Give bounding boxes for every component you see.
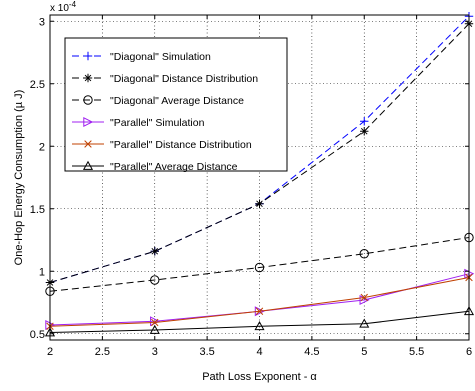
series-5-point — [255, 307, 264, 315]
legend-marker-1 — [83, 51, 93, 61]
x-tick-label: 3.5 — [199, 346, 214, 358]
x-tick-label: 2.5 — [95, 346, 110, 358]
legend-label-6: "Parallel" Average Distance — [110, 161, 238, 173]
series-1-point — [360, 117, 369, 126]
series-3-point — [254, 262, 265, 273]
series-6-point — [359, 318, 370, 328]
labels-layer: x 10-4 Path Loss Exponent - α One-Hop En… — [13, 0, 317, 383]
series-2-point — [360, 127, 369, 136]
series-3-point — [150, 275, 160, 285]
series-5-point — [360, 293, 368, 302]
y-multiplier-label: x 10-4 — [50, 0, 77, 14]
legend-marker-3 — [83, 95, 93, 105]
series-2-point — [150, 247, 159, 256]
y-tick-label: 3 — [39, 16, 45, 28]
y-tick-label: 2.5 — [30, 79, 45, 91]
series-3-point — [359, 249, 369, 259]
legend-label-4: "Parallel" Simulation — [110, 117, 205, 129]
x-axis-label: Path Loss Exponent - α — [202, 371, 317, 383]
legend-marker-2 — [83, 73, 93, 83]
series-line-3 — [49, 237, 470, 292]
x-tick-label: 5 — [361, 346, 367, 358]
y-tick-label: 0.5 — [30, 329, 45, 341]
series-4-point — [150, 316, 161, 327]
series-6-point — [254, 321, 265, 331]
legend-box — [64, 37, 288, 172]
series-2-point — [255, 199, 264, 208]
y-tick-label: 2 — [39, 141, 45, 153]
y-tick-label: 1 — [39, 266, 45, 278]
y-multiplier-exponent: -4 — [69, 0, 77, 9]
legend-marker-6 — [82, 160, 94, 170]
legend-label-5: "Parallel" Distance Distribution — [110, 139, 252, 151]
legend-label-1: "Diagonal" Simulation — [110, 51, 211, 63]
y-multiplier-base: x 10 — [50, 3, 69, 14]
legend-marker-4 — [83, 116, 94, 128]
legend-marker-5 — [84, 140, 92, 148]
x-tick-label: 2 — [47, 346, 53, 358]
legend-label-3: "Diagonal" Average Distance — [110, 95, 244, 107]
series-5-point — [151, 318, 159, 327]
legend: "Diagonal" Simulation "Diagonal" Distance… — [64, 37, 288, 173]
y-tick-label: 1.5 — [30, 204, 45, 216]
x-tick-label: 3 — [152, 346, 158, 358]
legend-label-2: "Diagonal" Distance Distribution — [110, 73, 258, 85]
y-axis-label: One-Hop Energy Consumption (µ J) — [13, 90, 25, 266]
x-tick-label: 5.5 — [409, 346, 424, 358]
x-tick-label: 6 — [466, 346, 472, 358]
x-tick-label: 4 — [256, 346, 262, 358]
x-tick-label: 4.5 — [304, 346, 319, 358]
series-6-point — [149, 324, 160, 334]
series-line-6 — [49, 310, 470, 333]
ticks-layer: 2 2.5 3 3.5 4 4.5 5 5.5 6 0.5 1 1.5 2 2.5 3 — [30, 15, 472, 358]
